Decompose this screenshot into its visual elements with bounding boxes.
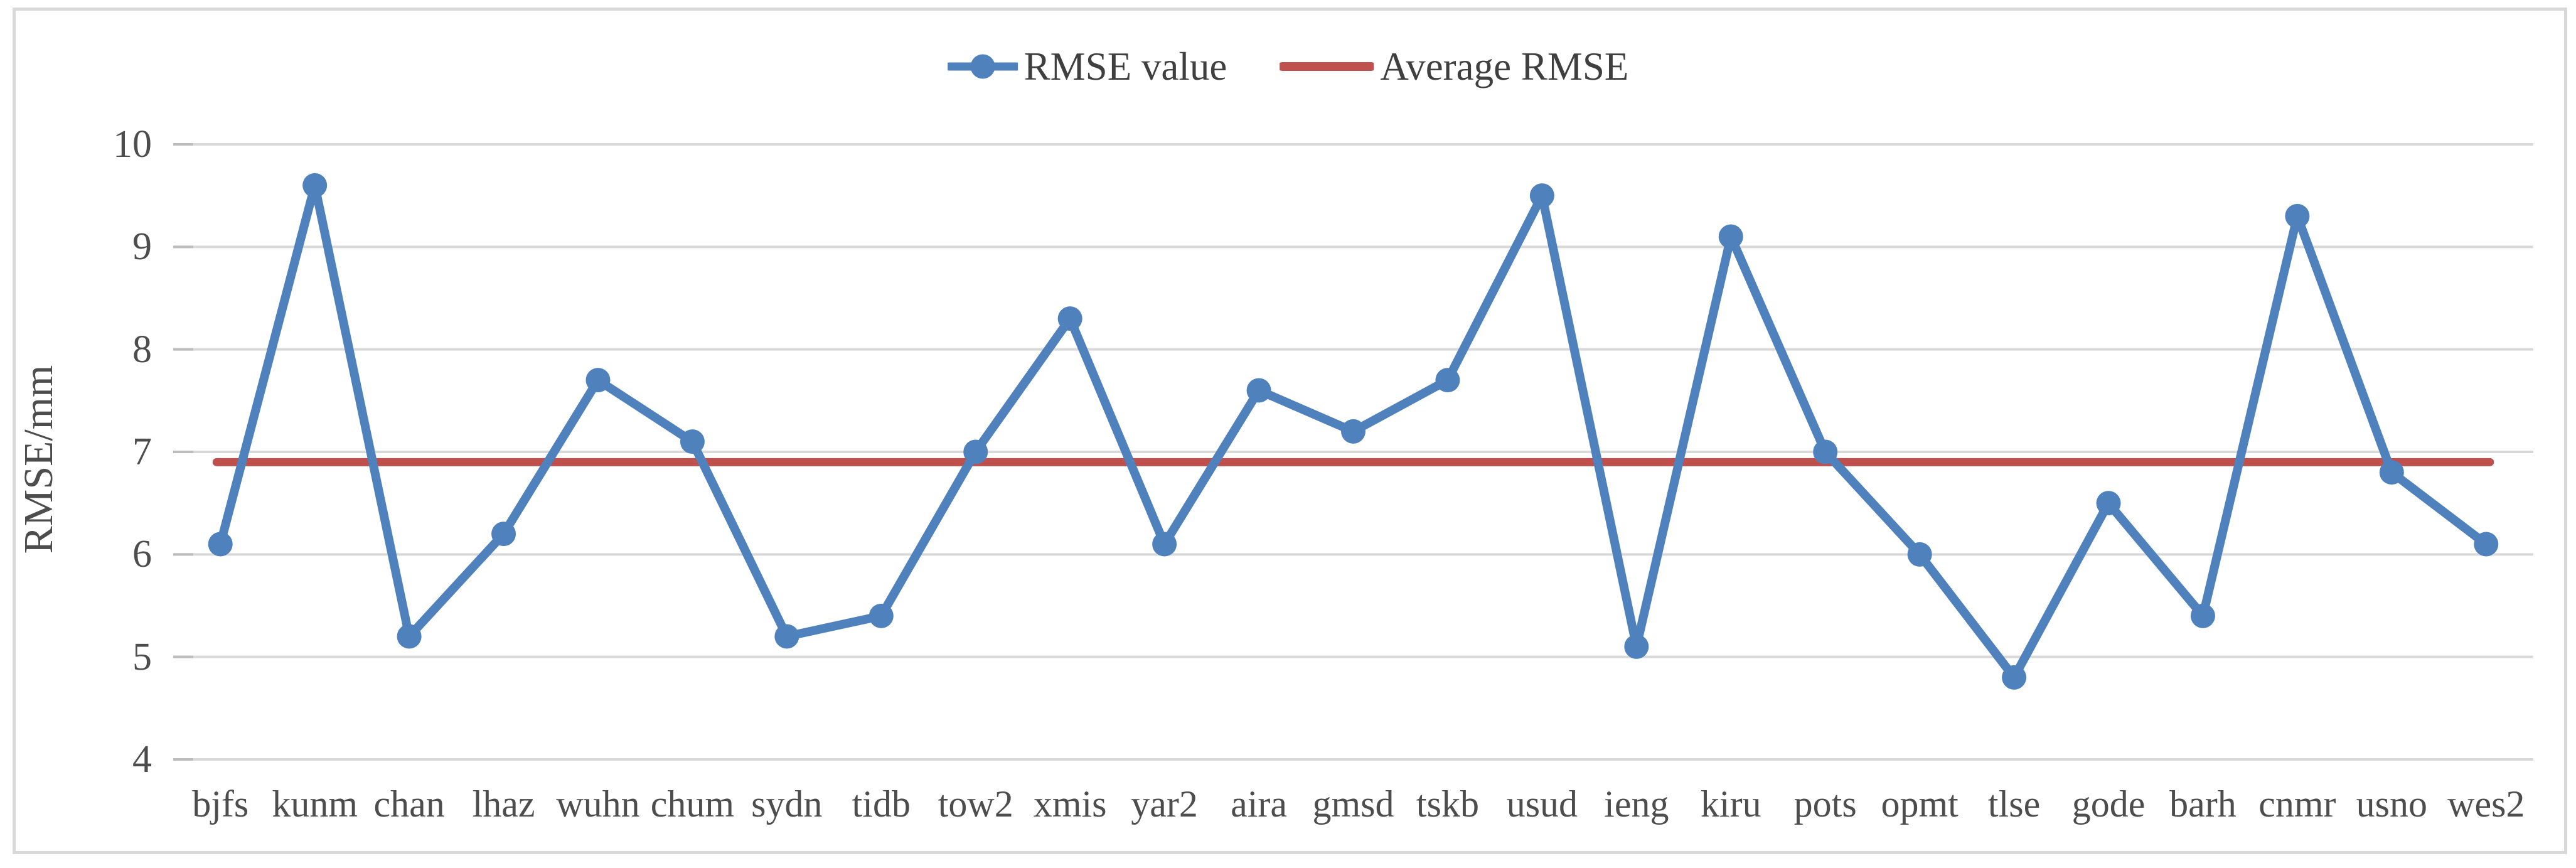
data-point-wes2 (2474, 532, 2499, 557)
x-label-tskb: tskb (1416, 783, 1479, 825)
x-label-wuhn: wuhn (556, 783, 640, 825)
x-label-wes2: wes2 (2447, 783, 2525, 825)
data-point-xmis (1057, 306, 1082, 331)
x-label-usud: usud (1506, 783, 1578, 825)
y-tick-label-5: 5 (132, 635, 152, 678)
legend-label-average-rmse: Average RMSE (1380, 45, 1629, 88)
data-point-opmt (1907, 542, 1932, 567)
data-point-bjfs (208, 532, 233, 557)
data-point-gode (2096, 491, 2121, 516)
x-label-barh: barh (2169, 783, 2237, 825)
data-point-usno (2379, 460, 2404, 485)
data-point-sydn (774, 624, 799, 649)
legend-label-rmse-value: RMSE value (1023, 45, 1227, 88)
y-tick-label-8: 8 (132, 328, 152, 371)
x-label-ieng: ieng (1604, 783, 1669, 825)
legend-item-rmse-value: RMSE value (947, 44, 1227, 89)
x-label-tow2: tow2 (938, 783, 1013, 825)
data-point-gmsd (1341, 419, 1365, 444)
x-label-bjfs: bjfs (192, 783, 249, 825)
data-point-tlse (2002, 665, 2027, 690)
x-label-chan: chan (373, 783, 445, 825)
data-point-pots (1813, 439, 1838, 464)
x-label-cnmr: cnmr (2258, 783, 2336, 825)
data-point-wuhn (585, 368, 611, 393)
data-point-chum (680, 429, 705, 454)
legend-line-icon (1280, 62, 1374, 71)
x-label-chum: chum (650, 783, 735, 825)
y-tick-label-6: 6 (132, 533, 152, 576)
data-point-tidb (868, 603, 894, 628)
x-label-usno: usno (2356, 783, 2427, 825)
data-point-kunm (302, 173, 328, 198)
y-tick-label-10: 10 (113, 123, 152, 166)
legend-item-average-rmse: Average RMSE (1280, 44, 1628, 89)
x-label-aira: aira (1231, 783, 1287, 825)
data-point-tow2 (963, 439, 988, 464)
y-tick-label-9: 9 (132, 225, 152, 269)
x-label-gmsd: gmsd (1312, 783, 1394, 825)
x-label-opmt: opmt (1881, 783, 1959, 825)
data-point-chan (397, 624, 422, 649)
y-tick-label-7: 7 (132, 431, 152, 473)
data-point-barh (2190, 603, 2215, 628)
x-label-pots: pots (1793, 783, 1857, 825)
data-point-ieng (1624, 634, 1649, 659)
x-label-sydn: sydn (751, 783, 823, 825)
data-point-lhaz (491, 522, 516, 547)
x-label-lhaz: lhaz (472, 783, 535, 825)
x-label-xmis: xmis (1033, 783, 1107, 825)
x-label-gode: gode (2071, 783, 2146, 825)
legend-line-circle-marker-icon (947, 54, 1018, 79)
y-axis-title-text: RMSE/mm (16, 365, 61, 554)
x-label-yar2: yar2 (1131, 783, 1198, 825)
data-point-yar2 (1152, 532, 1177, 557)
data-point-aira (1246, 378, 1271, 403)
data-point-tskb (1435, 368, 1460, 393)
data-point-kiru (1718, 224, 1743, 249)
data-point-usud (1529, 183, 1554, 208)
x-label-tlse: tlse (1987, 783, 2041, 825)
x-label-kiru: kiru (1700, 783, 1761, 825)
x-label-tidb: tidb (852, 783, 911, 825)
x-label-kunm: kunm (272, 783, 358, 825)
y-tick-label-4: 4 (132, 738, 152, 781)
data-point-cnmr (2285, 203, 2310, 228)
chart-legend: RMSE value Average RMSE (947, 44, 1628, 89)
